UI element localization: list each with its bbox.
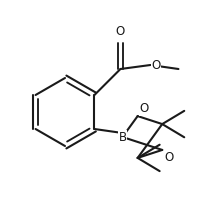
Text: B: B (118, 130, 127, 143)
Text: O: O (116, 25, 125, 38)
Text: O: O (151, 59, 161, 72)
Text: O: O (140, 102, 149, 115)
Text: O: O (164, 151, 173, 164)
